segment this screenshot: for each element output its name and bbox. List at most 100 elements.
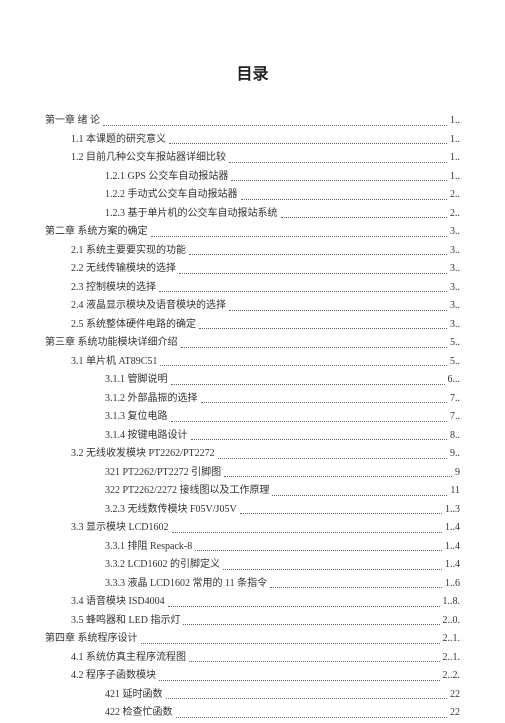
toc-leader-dots [172,532,443,533]
toc-page-number: 5.. [450,334,460,353]
toc-leader-dots [168,606,440,607]
toc-entry: 4.2 程序子函数模块 2..2. [45,667,460,686]
toc-leader-dots [195,550,442,551]
toc-entry-label: 4.2 程序子函数模块 [71,667,156,686]
toc-page-number: 7.. [450,390,460,409]
toc-title: 目录 [45,60,460,84]
toc-leader-dots [270,587,442,588]
toc-leader-dots [224,476,452,477]
toc-leader-dots [103,125,447,126]
toc-page-number: 2..1. [443,649,461,668]
toc-leader-dots [191,439,448,440]
toc-entry: 421 延时函数 22 [45,686,460,705]
toc-leader-dots [189,254,447,255]
toc-entry-label: 3.5 蜂鸣器和 LED 指示灯 [71,612,180,631]
toc-entry-label: 3.1.2 外部晶振的选择 [105,390,198,409]
toc-entry: 1.2.3 基于单片机的公交车自动报站系统 2.. [45,205,460,224]
toc-entry-label: 3.3 显示模块 LCD1602 [71,519,169,538]
toc-page-number: 6... [448,371,461,390]
table-of-contents: 第一章 绪 论 1..1.1 本课题的研究意义 1..1.2 目前几种公交车报站… [45,112,460,723]
toc-entry-label: 2.5 系统整体硬件电路的确定 [71,316,196,335]
toc-leader-dots [183,624,439,625]
toc-page-number: 1.. [450,112,460,131]
toc-entry-label: 2.4 液晶显示模块及语音模块的选择 [71,297,226,316]
toc-page-number: 1.. [450,149,460,168]
toc-page-number: 22 [450,704,460,723]
toc-leader-dots [160,365,447,366]
toc-entry: 3.1.1 管脚说明 6... [45,371,460,390]
toc-entry: 3.3.2 LCD1602 的引脚定义 1..4 [45,556,460,575]
toc-entry-label: 421 延时函数 [105,686,163,705]
toc-leader-dots [281,217,448,218]
toc-page-number: 2.. [450,205,460,224]
toc-entry-label: 3.1.4 按键电路设计 [105,427,188,446]
toc-page-number: 2..2. [443,667,461,686]
toc-page-number: 3.. [450,279,460,298]
toc-page-number: 11 [450,482,460,501]
toc-leader-dots [171,384,445,385]
toc-page-number: 9.. [450,445,460,464]
toc-entry-label: 422 检查忙函数 [105,704,173,723]
toc-entry-label: 3.2.3 无线数传模块 F05V/J05V [105,501,237,520]
toc-entry: 321 PT2262/PT2272 引脚图 9 [45,464,460,483]
toc-leader-dots [166,698,448,699]
toc-entry: 2.2 无线传输模块的选择 3.. [45,260,460,279]
toc-leader-dots [169,143,447,144]
toc-entry: 3.3.1 排阻 Respack-8 1..4 [45,538,460,557]
toc-entry: 3.3.3 液晶 LCD1602 常用的 11 条指令 1..6 [45,575,460,594]
toc-entry-label: 3.4 语音模块 ISD4004 [71,593,165,612]
toc-page-number: 8.. [450,427,460,446]
toc-entry-label: 2.1 系统主要要实现的功能 [71,242,186,261]
toc-entry: 3.3 显示模块 LCD1602 1..4 [45,519,460,538]
toc-page-number: 1..6 [445,575,460,594]
toc-leader-dots [229,310,447,311]
toc-page-number: 7.. [450,408,460,427]
toc-leader-dots [272,495,447,496]
toc-page-number: 1..4 [445,538,460,557]
toc-entry-label: 3.1 单片机 AT89C51 [71,353,157,372]
toc-entry: 422 检查忙函数 22 [45,704,460,723]
toc-entry-label: 3.3.3 液晶 LCD1602 常用的 11 条指令 [105,575,267,594]
toc-page-number: 1.. [450,168,460,187]
toc-entry-label: 第三章 系统功能模块详细介绍 [45,334,178,353]
toc-leader-dots [189,661,440,662]
toc-entry-label: 第一章 绪 论 [45,112,100,131]
toc-entry-label: 2.3 控制模块的选择 [71,279,156,298]
toc-page-number: 22 [450,686,460,705]
toc-entry-label: 4.1 系统仿真主程序流程图 [71,649,186,668]
toc-page-number: 2..0. [443,612,461,631]
toc-entry-label: 3.2 无线收发模块 PT2262/PT2272 [71,445,215,464]
toc-leader-dots [151,236,448,237]
toc-entry-label: 第四章 系统程序设计 [45,630,138,649]
toc-entry-label: 1.2.1 GPS 公交车自动报站器 [105,168,228,187]
toc-page-number: 2..1. [443,630,461,649]
toc-entry-label: 1.2.2 手动式公交车自动报站器 [105,186,238,205]
toc-entry-label: 第二章 系统方案的确定 [45,223,148,242]
toc-leader-dots [199,328,447,329]
toc-entry: 3.1.4 按键电路设计 8.. [45,427,460,446]
toc-leader-dots [201,402,448,403]
toc-leader-dots [181,347,448,348]
toc-page-number: 1..4 [445,556,460,575]
toc-entry: 2.1 系统主要要实现的功能 3.. [45,242,460,261]
toc-leader-dots [159,680,440,681]
toc-entry-label: 321 PT2262/PT2272 引脚图 [105,464,221,483]
toc-entry: 第三章 系统功能模块详细介绍 5.. [45,334,460,353]
toc-entry-label: 3.1.1 管脚说明 [105,371,168,390]
toc-entry: 第四章 系统程序设计 2..1. [45,630,460,649]
toc-page-number: 1.. [450,131,460,150]
toc-leader-dots [218,458,447,459]
toc-entry: 3.2.3 无线数传模块 F05V/J05V 1..3 [45,501,460,520]
toc-entry: 3.2 无线收发模块 PT2262/PT2272 9.. [45,445,460,464]
toc-entry: 3.1.2 外部晶振的选择 7.. [45,390,460,409]
toc-entry: 第一章 绪 论 1.. [45,112,460,131]
toc-page-number: 2.. [450,186,460,205]
toc-page-number: 5.. [450,353,460,372]
toc-leader-dots [141,643,440,644]
toc-entry: 322 PT2262/2272 接线图以及工作原理 11 [45,482,460,501]
toc-entry-label: 2.2 无线传输模块的选择 [71,260,176,279]
toc-page-number: 3.. [450,297,460,316]
toc-leader-dots [171,421,448,422]
toc-entry: 4.1 系统仿真主程序流程图 2..1. [45,649,460,668]
toc-entry-label: 3.3.1 排阻 Respack-8 [105,538,192,557]
